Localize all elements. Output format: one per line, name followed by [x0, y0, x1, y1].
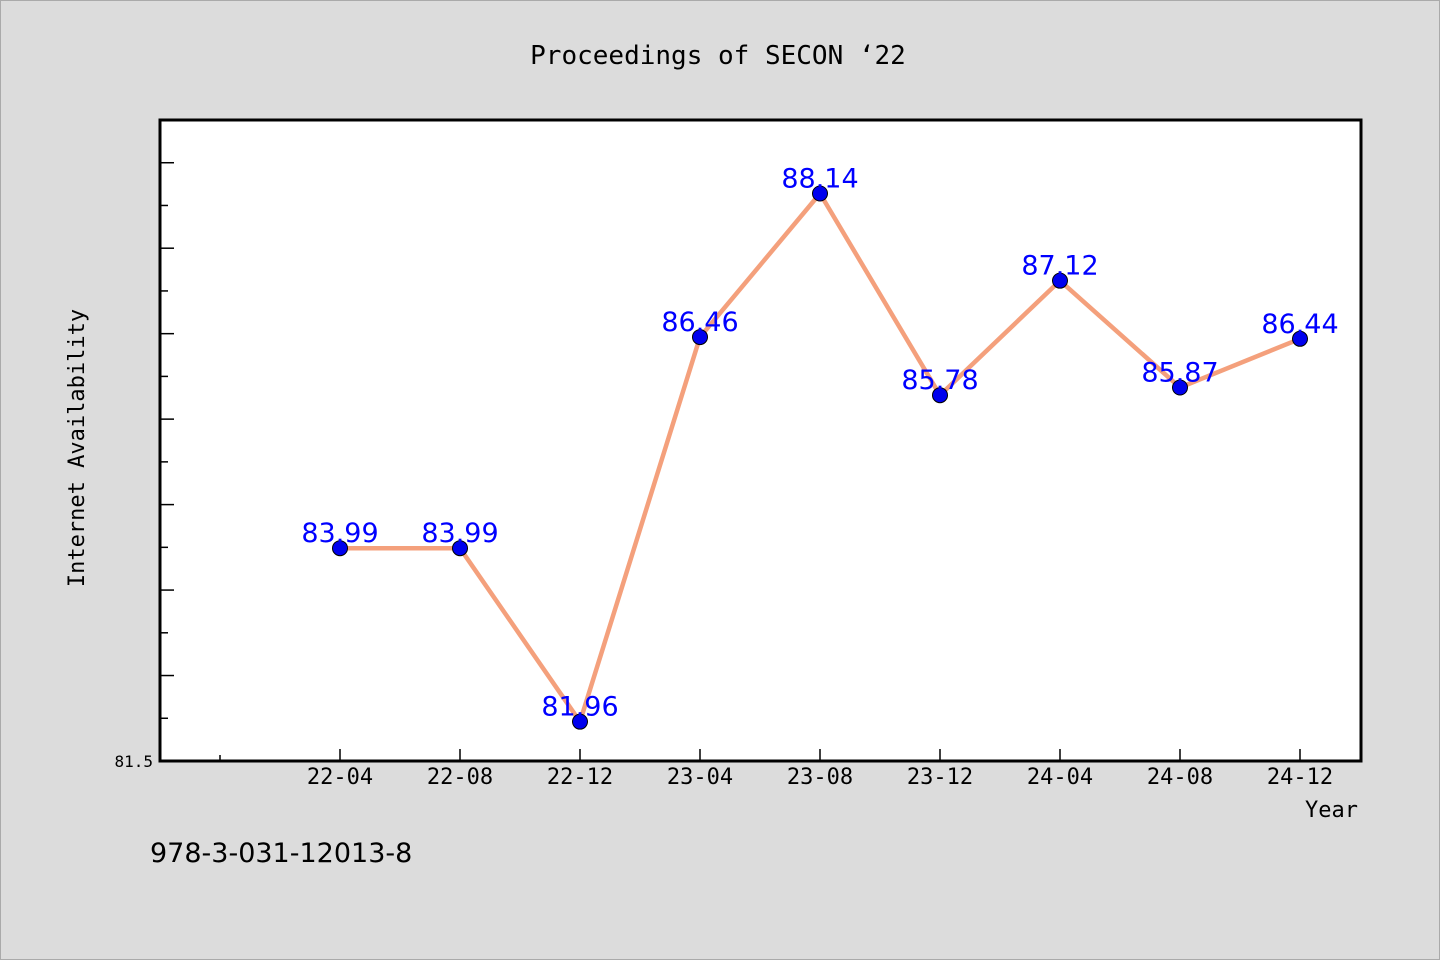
data-point: [812, 185, 828, 202]
data-label: 85.78: [901, 365, 978, 396]
x-axis-ticks: 22-04 22-08 22-12 23-04 23-08 23-12 24-04 24-08…: [219, 749, 1333, 790]
data-point: [1292, 330, 1308, 347]
y-tick-label: 81.5: [114, 752, 153, 771]
data-point: [1052, 272, 1068, 289]
data-label: 83.99: [301, 518, 378, 549]
x-tick-label: 22-04: [307, 765, 373, 790]
data-label: 86.44: [1261, 309, 1338, 340]
y-axis-ticks: 81.5: [114, 161, 174, 771]
data-point: [1172, 379, 1188, 396]
footer-isbn: 978-3-031-12013-8: [150, 838, 412, 869]
data-point: [332, 540, 348, 557]
data-point: [692, 329, 708, 346]
data-point: [932, 387, 948, 404]
x-tick-label: 22-08: [427, 765, 493, 790]
data-label: 86.46: [661, 307, 738, 338]
data-label: 88.14: [781, 164, 858, 195]
x-tick-label: 23-08: [787, 765, 853, 790]
data-label: 87.12: [1021, 251, 1098, 282]
data-point: [452, 540, 468, 557]
data-label: 85.87: [1141, 358, 1218, 389]
x-tick-label: 24-12: [1267, 765, 1333, 790]
plot-area: [158, 118, 1363, 763]
x-tick-label: 23-04: [667, 765, 733, 790]
x-tick-label: 22-12: [547, 765, 613, 790]
data-label: 83.99: [421, 518, 498, 549]
data-label: 81.96: [541, 692, 618, 723]
chart-title: Proceedings of SECON ‘22: [530, 41, 906, 71]
x-tick-label: 24-04: [1027, 765, 1093, 790]
x-axis-label: Year: [1305, 798, 1358, 823]
x-tick-label: 24-08: [1147, 765, 1213, 790]
y-axis-label: Internet Availability: [65, 309, 90, 587]
data-point: [572, 713, 588, 730]
x-tick-label: 23-12: [907, 765, 973, 790]
series-layer: 83.99 83.99 81.96 86.46 88.14 85.78 87.12 85.87…: [301, 164, 1339, 730]
